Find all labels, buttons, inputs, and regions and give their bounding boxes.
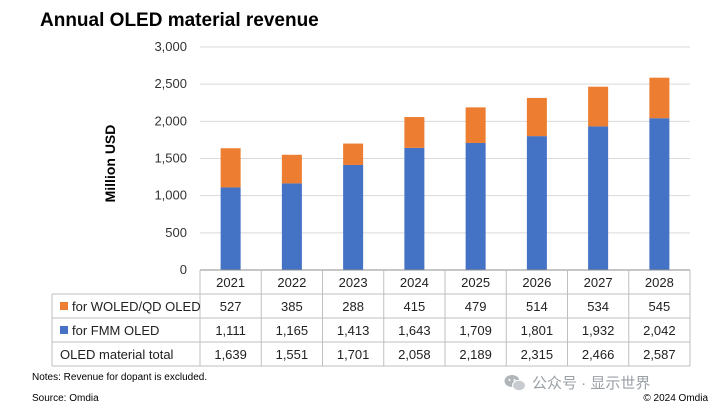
data-table: 2021 2022 2023 2024 2025 2026 2027 2028 for WOLE… bbox=[51, 269, 691, 367]
y-tick-label: 2,000 bbox=[154, 113, 187, 128]
bar-fmm-2028 bbox=[649, 118, 670, 270]
wechat-icon bbox=[504, 374, 526, 391]
data-label: 2,587 bbox=[643, 347, 676, 362]
bar-fmm-2027 bbox=[588, 126, 609, 270]
data-label: 514 bbox=[526, 299, 548, 314]
bar-fmm-2024 bbox=[404, 147, 425, 270]
watermark-label: 公众号 · 显示世界 bbox=[532, 375, 651, 392]
y-tick-label: 3,000 bbox=[154, 39, 187, 54]
bar-fmm-2021 bbox=[220, 187, 241, 270]
x-tick-label: 2026 bbox=[522, 275, 551, 290]
y-tick-label: 500 bbox=[165, 225, 187, 240]
data-label: 545 bbox=[649, 299, 671, 314]
data-label: 534 bbox=[587, 299, 609, 314]
notes-text: Notes: Revenue for dopant is excluded. bbox=[32, 372, 208, 383]
bar-fmm-2025 bbox=[465, 142, 486, 270]
y-tick-label: 0 bbox=[180, 262, 187, 277]
bar-woled-2021 bbox=[220, 148, 241, 188]
data-label: 385 bbox=[281, 299, 303, 314]
bar-woled-2028 bbox=[649, 77, 670, 119]
x-tick-label: 2027 bbox=[584, 275, 613, 290]
bar-fmm-2026 bbox=[526, 136, 547, 270]
data-label: 2,466 bbox=[582, 347, 615, 362]
data-label: 527 bbox=[220, 299, 242, 314]
bar-woled-2024 bbox=[404, 117, 425, 148]
data-label: 2,058 bbox=[398, 347, 431, 362]
data-label: 1,551 bbox=[276, 347, 309, 362]
chart-title: Annual OLED material revenue bbox=[40, 10, 319, 31]
x-tick-label: 2028 bbox=[645, 275, 674, 290]
data-label: 1,701 bbox=[337, 347, 370, 362]
y-axis-label: Million USD bbox=[102, 125, 118, 203]
x-tick-label: 2023 bbox=[339, 275, 368, 290]
bar-woled-2027 bbox=[588, 86, 609, 127]
copyright-text: © 2024 Omdia bbox=[643, 393, 708, 404]
data-label: 2,042 bbox=[643, 323, 676, 338]
y-axis-ticks: 0 500 1,000 1,500 2,000 2,500 3,000 bbox=[154, 39, 187, 277]
bars bbox=[220, 77, 670, 270]
data-label: 1,413 bbox=[337, 323, 370, 338]
y-tick-label: 1,000 bbox=[154, 188, 187, 203]
data-label: 2,315 bbox=[521, 347, 554, 362]
x-tick-label: 2021 bbox=[216, 275, 245, 290]
y-tick-label: 1,500 bbox=[154, 151, 187, 166]
source-text: Source: Omdia bbox=[32, 393, 99, 404]
bar-fmm-2022 bbox=[281, 183, 302, 270]
data-label: 1,643 bbox=[398, 323, 431, 338]
x-tick-label: 2024 bbox=[400, 275, 429, 290]
bar-woled-2026 bbox=[526, 97, 547, 137]
bar-woled-2025 bbox=[465, 107, 486, 143]
data-label: 1,165 bbox=[276, 323, 309, 338]
data-label: 415 bbox=[404, 299, 426, 314]
data-label: 479 bbox=[465, 299, 487, 314]
bar-woled-2023 bbox=[343, 143, 364, 165]
legend-swatch bbox=[60, 302, 68, 310]
legend-swatch bbox=[60, 326, 68, 334]
data-label: 1,111 bbox=[215, 323, 246, 338]
x-tick-label: 2025 bbox=[461, 275, 490, 290]
x-tick-label: 2022 bbox=[277, 275, 306, 290]
table-row-label: for FMM OLED bbox=[72, 323, 159, 338]
data-label: 1,709 bbox=[459, 323, 492, 338]
data-label: 2,189 bbox=[459, 347, 492, 362]
bar-fmm-2023 bbox=[343, 164, 364, 270]
table-row-label: for WOLED/QD OLED bbox=[72, 299, 201, 314]
watermark: 公众号 · 显示世界 bbox=[504, 372, 650, 393]
data-label: 1,932 bbox=[582, 323, 615, 338]
data-label: 1,801 bbox=[521, 323, 554, 338]
data-label: 1,639 bbox=[214, 347, 247, 362]
bar-woled-2022 bbox=[281, 154, 302, 184]
data-label: 288 bbox=[342, 299, 364, 314]
y-tick-label: 2,500 bbox=[154, 76, 187, 91]
gridlines bbox=[200, 46, 690, 234]
table-row-label: OLED material total bbox=[60, 347, 174, 362]
